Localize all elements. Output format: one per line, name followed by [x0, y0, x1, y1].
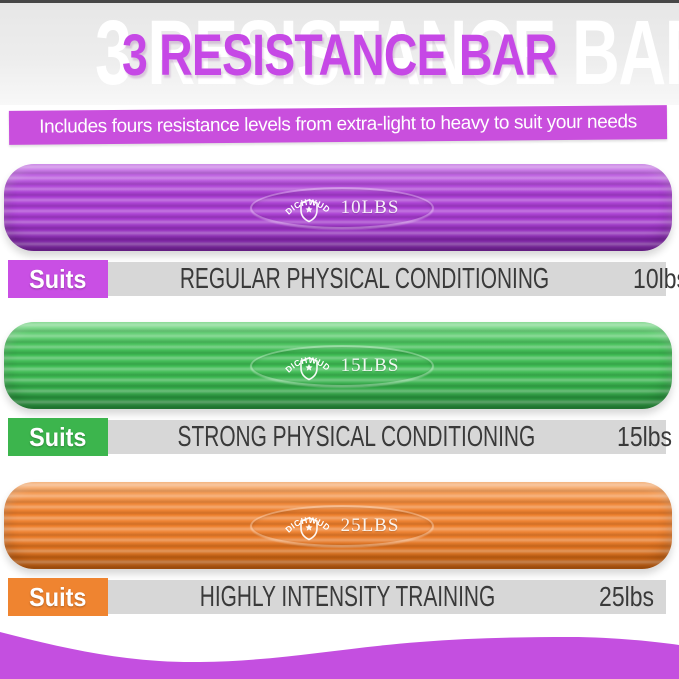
page-title: 3 RESISTANCE BAR [122, 23, 558, 88]
spec-weight: 10lbs [633, 263, 679, 294]
suits-chip: Suits [8, 578, 108, 616]
svg-text:DICHWUDI: DICHWUDI [285, 191, 332, 217]
spec-bar: HIGHLY INTENSITY TRAINING 25lbs [108, 580, 666, 614]
bar-weight-label: 10LBS [340, 196, 400, 218]
bar-emblem: DICHWUDI 25LBS [250, 504, 434, 547]
spec-description: HIGHLY INTENSITY TRAINING [199, 580, 496, 613]
subtitle-text: Includes fours resistance levels from ex… [39, 111, 637, 138]
spec-row: Suits REGULAR PHYSICAL CONDITIONING 10lb… [8, 260, 679, 298]
subtitle-banner: Includes fours resistance levels from ex… [8, 105, 668, 145]
suits-chip: Suits [8, 418, 108, 456]
product-section-orange: DICHWUDI 25LBS Suits HIGHLY INTENSITY TR… [0, 482, 679, 616]
bar-emblem: DICHWUDI 15LBS [250, 344, 434, 387]
brand-shield-icon: DICHWUDI [285, 349, 332, 380]
suits-label: Suits [29, 581, 87, 612]
product-section-green: DICHWUDI 15LBS Suits STRONG PHYSICAL CON… [0, 322, 679, 456]
brand-shield-icon: DICHWUDI [285, 191, 332, 222]
spec-description: STRONG PHYSICAL CONDITIONING [177, 420, 536, 453]
spec-bar: REGULAR PHYSICAL CONDITIONING 10lbs [108, 262, 679, 296]
resistance-bar-orange: DICHWUDI 25LBS [4, 482, 672, 569]
spec-description: REGULAR PHYSICAL CONDITIONING [179, 262, 550, 295]
spec-bar: STRONG PHYSICAL CONDITIONING 15lbs [108, 420, 672, 454]
footer-wave [0, 632, 679, 679]
top-border-strip [0, 0, 679, 3]
suits-label: Suits [29, 421, 87, 452]
resistance-bar-purple: DICHWUDI 10LBS [4, 164, 672, 251]
bar-weight-label: 25LBS [340, 514, 400, 536]
resistance-bar-green: DICHWUDI 15LBS [4, 322, 672, 409]
spec-weight: 15lbs [616, 421, 672, 452]
product-section-purple: DICHWUDI 10LBS Suits REGULAR PHYSICAL CO… [0, 164, 679, 298]
svg-text:DICHWUDI: DICHWUDI [285, 349, 332, 375]
bar-weight-label: 15LBS [340, 354, 400, 376]
svg-text:DICHWUDI: DICHWUDI [285, 509, 332, 535]
spec-row: Suits STRONG PHYSICAL CONDITIONING 15lbs [8, 418, 672, 456]
header: 3 RESISTANCE BAR 3 RESISTANCE BAR [0, 3, 679, 105]
brand-shield-icon: DICHWUDI [285, 509, 332, 540]
spec-row: Suits HIGHLY INTENSITY TRAINING 25lbs [8, 578, 666, 616]
suits-chip: Suits [8, 260, 108, 298]
spec-weight: 25lbs [599, 581, 654, 612]
ghost-title: 3 RESISTANCE BAR [95, 2, 679, 104]
suits-label: Suits [29, 263, 87, 294]
bar-emblem: DICHWUDI 10LBS [250, 186, 434, 229]
